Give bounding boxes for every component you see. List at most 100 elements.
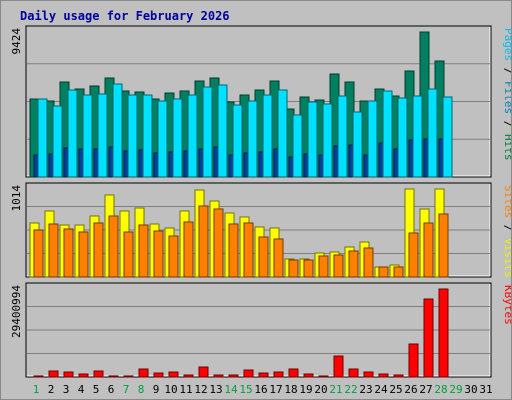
bar-pages-day-6 bbox=[112, 83, 123, 178]
x-tick-label-day-22: 22 bbox=[344, 383, 357, 396]
x-tick-label-day-17: 17 bbox=[269, 383, 282, 396]
x-tick-label-day-8: 8 bbox=[138, 383, 145, 396]
bar-sites-day-2 bbox=[48, 223, 59, 278]
bar-kbytes-day-10 bbox=[168, 371, 179, 378]
side-label-part: Sites bbox=[502, 185, 511, 218]
bar-sites-day-22 bbox=[348, 250, 359, 278]
bar-pages-day-7 bbox=[127, 94, 138, 178]
bar-kbytes-day-24 bbox=[378, 373, 389, 378]
bar-pages-day-8 bbox=[142, 94, 153, 178]
bar-pages-day-26 bbox=[412, 95, 423, 178]
bar-kbytes-day-19 bbox=[303, 373, 314, 378]
bar-kbytes-day-21 bbox=[333, 355, 344, 378]
bar-sites-day-6 bbox=[108, 215, 119, 278]
bar-kbytes-day-23 bbox=[363, 371, 374, 378]
bar-kbytes-day-20 bbox=[318, 375, 329, 378]
bar-kbytes-day-27 bbox=[423, 298, 434, 378]
side-label-part: Files bbox=[502, 81, 511, 114]
bar-sites-day-3 bbox=[63, 228, 74, 278]
bar-sites-day-10 bbox=[168, 235, 179, 278]
bar-kbytes-day-5 bbox=[93, 370, 104, 378]
x-tick-label-day-25: 25 bbox=[389, 383, 402, 396]
x-tick-label-day-29: 29 bbox=[449, 383, 462, 396]
x-tick-label-day-30: 30 bbox=[464, 383, 477, 396]
bar-pages-day-18 bbox=[292, 114, 303, 178]
bar-kbytes-day-13 bbox=[213, 374, 224, 378]
x-tick-label-day-31: 31 bbox=[479, 383, 492, 396]
side-label-part: KBytes bbox=[502, 285, 511, 325]
bar-sites-day-14 bbox=[228, 223, 239, 278]
side-label-part: Pages bbox=[502, 28, 511, 61]
bar-kbytes-day-12 bbox=[198, 366, 209, 378]
bar-pages-day-20 bbox=[322, 103, 333, 178]
bar-sites-day-15 bbox=[243, 222, 254, 278]
side-label-part: Visits bbox=[502, 238, 511, 278]
bar-pages-day-16 bbox=[262, 94, 273, 178]
bar-sites-day-23 bbox=[363, 247, 374, 278]
bar-pages-day-9 bbox=[157, 100, 168, 178]
x-tick-label-day-1: 1 bbox=[33, 383, 40, 396]
bar-pages-day-28 bbox=[442, 96, 453, 178]
bar-pages-day-22 bbox=[352, 111, 363, 178]
side-label-part: / bbox=[502, 114, 511, 134]
bar-pages-day-1 bbox=[37, 98, 48, 178]
bar-kbytes-day-22 bbox=[348, 368, 359, 378]
x-tick-label-day-14: 14 bbox=[224, 383, 238, 396]
bar-pages-day-23 bbox=[367, 100, 378, 178]
bar-sites-day-19 bbox=[303, 259, 314, 278]
x-tick-label-day-15: 15 bbox=[239, 383, 252, 396]
bar-sites-day-28 bbox=[438, 213, 449, 278]
x-tick-label-day-3: 3 bbox=[63, 383, 70, 396]
bar-kbytes-day-11 bbox=[183, 374, 194, 378]
bar-kbytes-day-6 bbox=[108, 375, 119, 378]
x-tick-label-day-5: 5 bbox=[93, 383, 100, 396]
side-label-part: / bbox=[502, 218, 511, 238]
bar-sites-day-8 bbox=[138, 224, 149, 278]
x-tick-label-day-19: 19 bbox=[299, 383, 312, 396]
x-tick-label-day-10: 10 bbox=[164, 383, 177, 396]
bar-kbytes-day-7 bbox=[123, 375, 134, 378]
bar-kbytes-day-28 bbox=[438, 288, 449, 378]
scale-label-kbytes: 29400994 bbox=[10, 285, 23, 338]
side-label-kbytes: KBytes bbox=[502, 285, 511, 325]
bar-kbytes-day-9 bbox=[153, 372, 164, 378]
x-tick-label-day-7: 7 bbox=[123, 383, 130, 396]
bar-kbytes-day-3 bbox=[63, 371, 74, 378]
bar-pages-day-17 bbox=[277, 89, 288, 178]
bar-sites-day-13 bbox=[213, 208, 224, 278]
bar-pages-day-19 bbox=[307, 101, 318, 178]
x-tick-label-day-12: 12 bbox=[194, 383, 207, 396]
x-tick-label-day-16: 16 bbox=[254, 383, 267, 396]
bar-sites-day-4 bbox=[78, 231, 89, 278]
side-label-part: Hits bbox=[502, 134, 511, 161]
x-tick-label-day-18: 18 bbox=[284, 383, 297, 396]
bar-kbytes-day-18 bbox=[288, 368, 299, 378]
bar-sites-day-25 bbox=[393, 266, 404, 278]
bar-pages-day-13 bbox=[217, 84, 228, 178]
x-tick-label-day-27: 27 bbox=[419, 383, 432, 396]
bar-sites-day-27 bbox=[423, 222, 434, 278]
bar-pages-day-21 bbox=[337, 95, 348, 178]
bar-sites-day-7 bbox=[123, 231, 134, 278]
bar-pages-day-5 bbox=[97, 93, 108, 178]
bar-pages-day-12 bbox=[202, 86, 213, 178]
bar-sites-day-9 bbox=[153, 230, 164, 278]
x-tick-label-day-6: 6 bbox=[108, 383, 115, 396]
side-label-visits_sites: Sites / Visits bbox=[502, 185, 511, 278]
bar-sites-day-18 bbox=[288, 259, 299, 278]
x-tick-label-day-20: 20 bbox=[314, 383, 327, 396]
x-tick-label-day-2: 2 bbox=[48, 383, 55, 396]
bar-sites-day-21 bbox=[333, 254, 344, 278]
bar-pages-day-27 bbox=[427, 88, 438, 178]
bar-kbytes-day-26 bbox=[408, 343, 419, 378]
chart-title: Daily usage for February 2026 bbox=[20, 9, 230, 23]
bar-pages-day-24 bbox=[382, 90, 393, 178]
bar-pages-day-25 bbox=[397, 97, 408, 178]
bar-sites-day-12 bbox=[198, 205, 209, 278]
bar-pages-day-3 bbox=[67, 89, 78, 178]
scale-label-hits_files_pages: 9424 bbox=[10, 28, 23, 55]
bar-kbytes-day-4 bbox=[78, 373, 89, 378]
x-tick-label-day-13: 13 bbox=[209, 383, 222, 396]
bar-pages-day-15 bbox=[247, 100, 258, 178]
